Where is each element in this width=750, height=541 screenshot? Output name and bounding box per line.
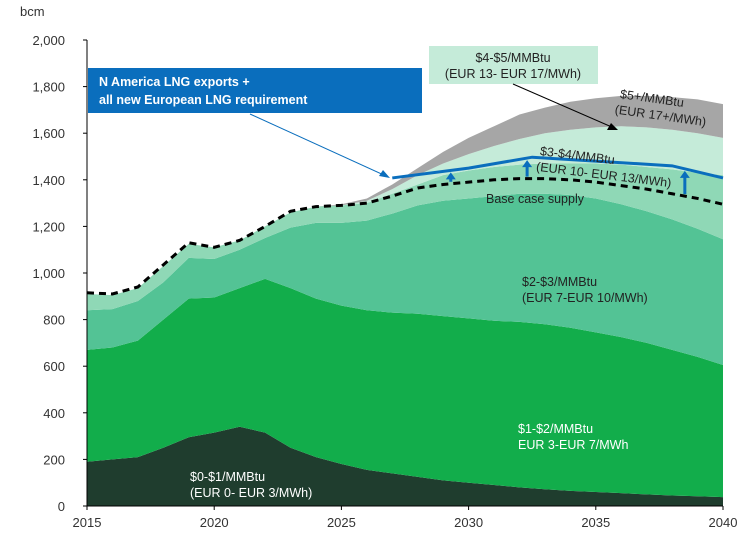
y-tick-label: 1,200	[32, 219, 65, 234]
x-tick-label: 2030	[454, 515, 483, 530]
x-tick-label: 2015	[73, 515, 102, 530]
y-tick-label: 600	[43, 359, 65, 374]
y-tick-label: 200	[43, 452, 65, 467]
callout-line1: N America LNG exports +	[99, 75, 250, 89]
label-base-case: Base case supply	[486, 192, 585, 206]
areas	[87, 95, 723, 506]
gap-arrowhead-1	[445, 172, 456, 180]
label-2-3-line2: (EUR 7-EUR 10/MWh)	[522, 291, 648, 305]
lng-requirement-line	[392, 155, 724, 180]
label-4-5-arrowhead	[607, 123, 618, 130]
label-4-5-line1: $4-$5/MMBtu	[475, 51, 550, 65]
label-0-1-line2: (EUR 0- EUR 3/MWh)	[190, 486, 312, 500]
label-2-3-line1: $2-$3/MMBtu	[522, 275, 597, 289]
callout-leader	[249, 113, 387, 177]
area-series-1	[87, 426, 723, 506]
area-series-3	[87, 193, 723, 366]
callout-arrowhead	[379, 170, 390, 178]
area-series-5	[87, 126, 723, 296]
area-series-4	[87, 163, 723, 311]
label-4-5-leader	[512, 83, 615, 129]
x-tick-label: 2020	[200, 515, 229, 530]
area-series-6	[87, 95, 723, 296]
x-tick-label: 2035	[581, 515, 610, 530]
x-tick-label: 2025	[327, 515, 356, 530]
y-tick-label: 1,600	[32, 126, 65, 141]
gap-arrowhead-3	[679, 170, 690, 178]
lines	[86, 155, 724, 296]
label-0-1-line1: $0-$1/MMBtu	[190, 470, 265, 484]
axes: 0 200 400 600 800 1,000 1,200 1,400 1,600 1,800 2,…	[32, 33, 737, 530]
label-1-2-line1: $1-$2/MMBtu	[518, 422, 593, 436]
callout-box	[88, 68, 422, 113]
y-tick-label: 1,000	[32, 266, 65, 281]
y-tick-label: 800	[43, 313, 65, 328]
label-1-2-line2: EUR 3-EUR 7/MWh	[518, 438, 628, 452]
y-tick-label: 2,000	[32, 33, 65, 48]
x-tick-label: 2040	[709, 515, 738, 530]
y-tick-label: 1,800	[32, 80, 65, 95]
label-4-5-line2: (EUR 13- EUR 17/MWh)	[445, 67, 581, 81]
gap-arrowhead-2	[522, 160, 533, 168]
label-box-4-5	[429, 46, 598, 84]
y-tick-label: 1,400	[32, 173, 65, 188]
callout-line2: all new European LNG requirement	[99, 93, 308, 107]
y-tick-label: 400	[43, 406, 65, 421]
area-series-2	[87, 278, 723, 498]
y-tick-label: 0	[58, 499, 65, 514]
base-case-supply-line	[86, 177, 724, 296]
y-axis-label: bcm	[20, 4, 45, 19]
